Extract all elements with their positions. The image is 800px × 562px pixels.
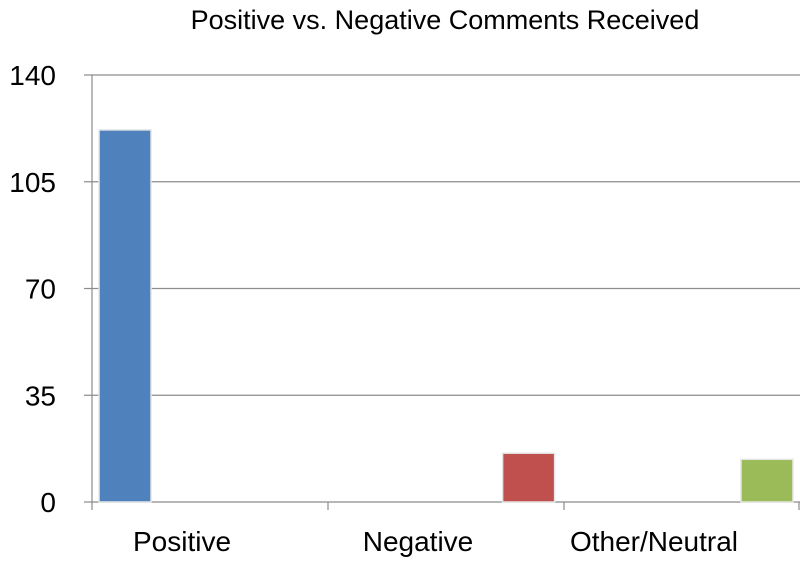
x-category-label: Positive (133, 526, 231, 557)
y-tick-label: 0 (40, 487, 56, 518)
bar-positive (98, 129, 152, 503)
y-tick-label: 140 (9, 60, 56, 91)
y-tick-label: 35 (25, 380, 56, 411)
bar-other-neutral (740, 458, 794, 503)
axes (84, 74, 800, 510)
x-category-labels: Positive Negative Other/Neutral (133, 526, 738, 557)
y-tick-label: 70 (25, 274, 56, 305)
gridlines (92, 74, 800, 396)
x-category-label: Negative (363, 526, 474, 557)
x-category-label: Other/Neutral (570, 526, 738, 557)
bars (98, 129, 794, 503)
y-tick-label: 105 (9, 167, 56, 198)
bar-negative (501, 452, 556, 503)
y-tick-labels: 0 35 70 105 140 (9, 60, 56, 518)
chart-title: Positive vs. Negative Comments Received (191, 5, 700, 35)
